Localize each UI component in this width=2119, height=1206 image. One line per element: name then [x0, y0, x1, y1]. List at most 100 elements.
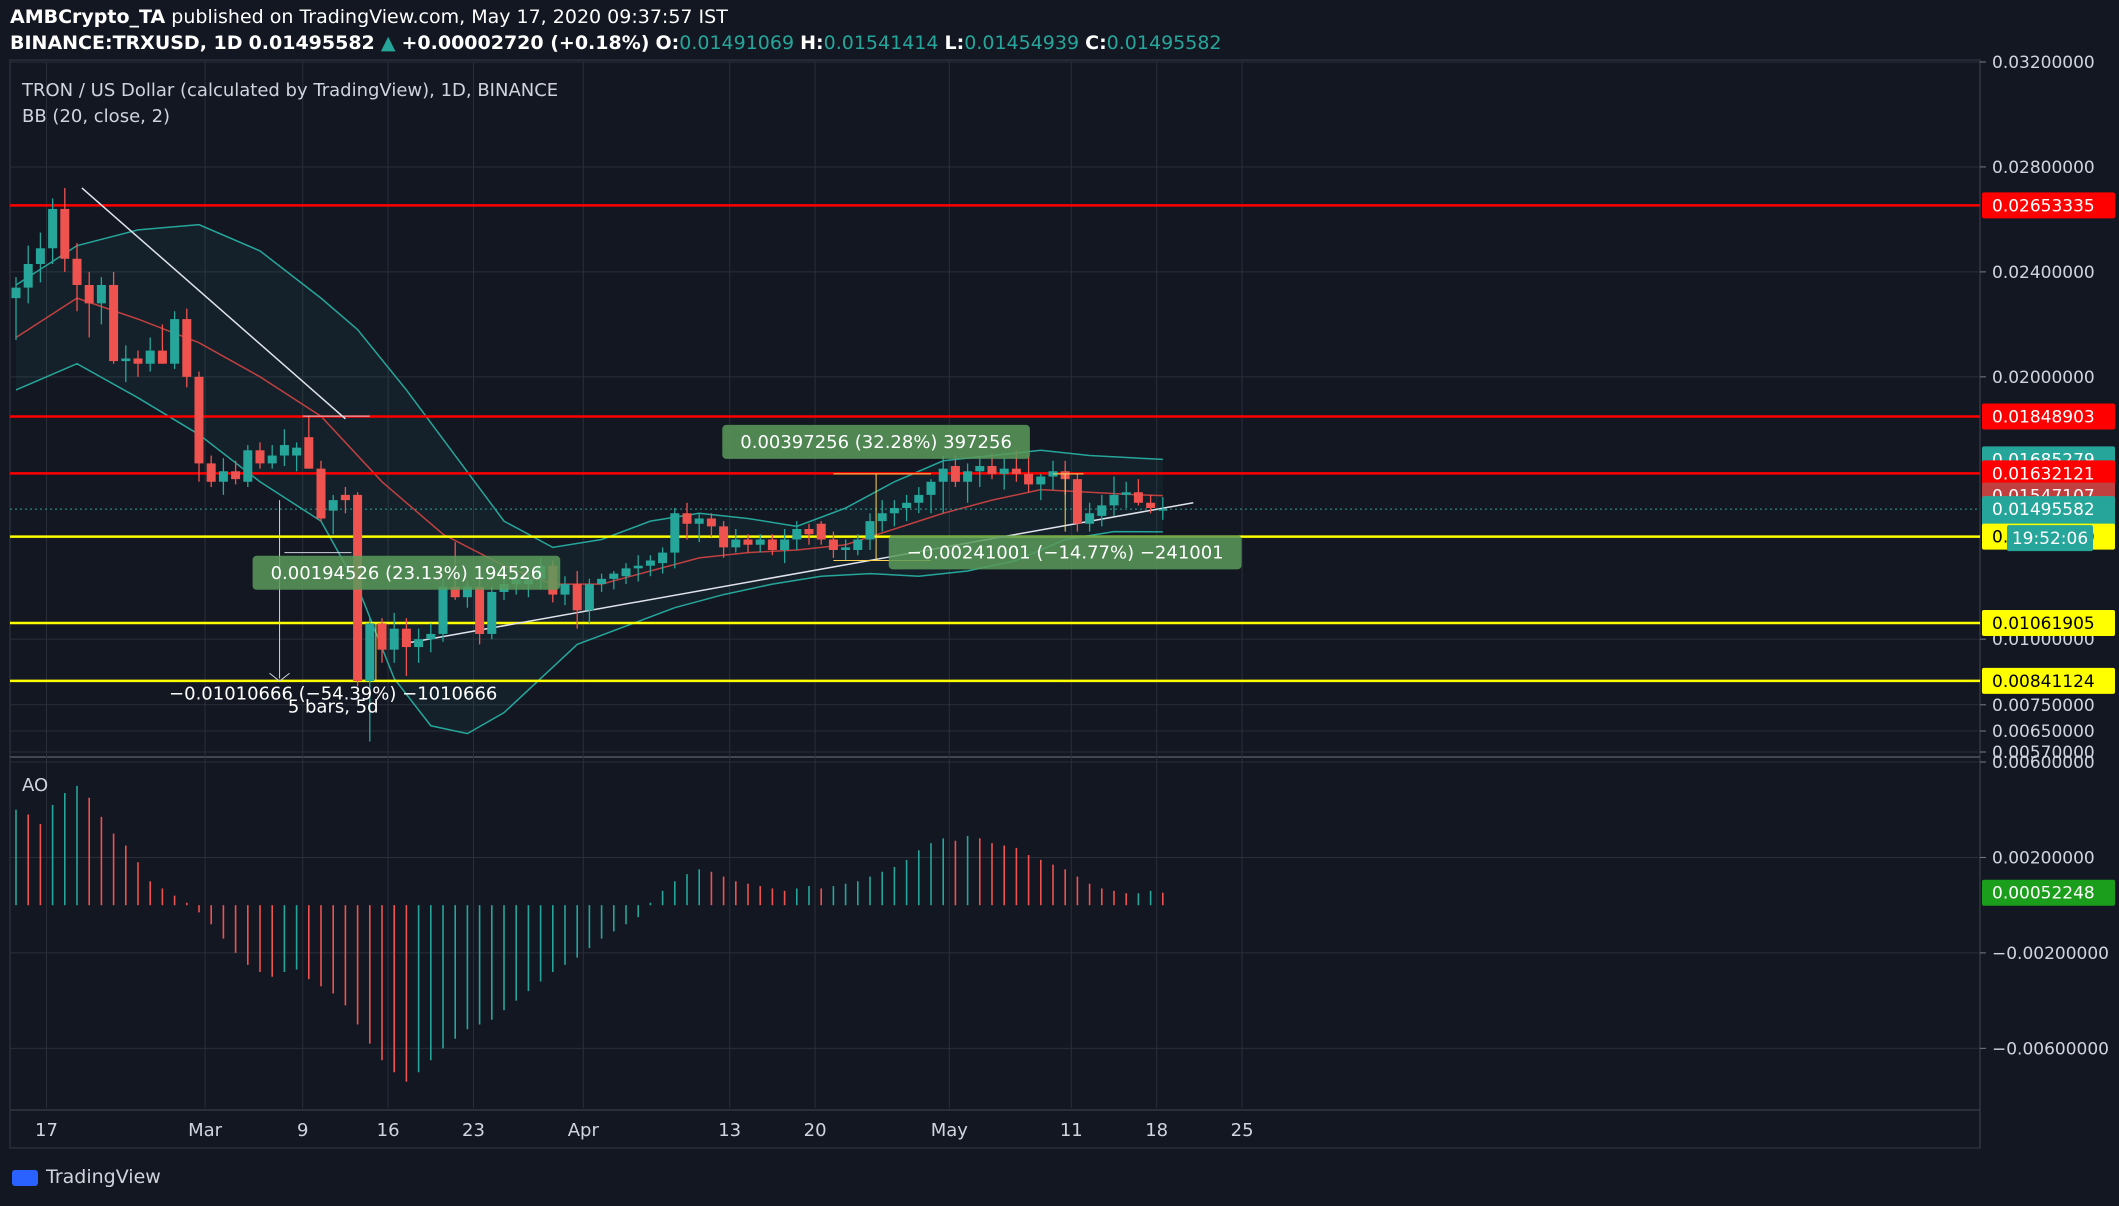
price-tick-label: 0.02000000 [1992, 368, 2095, 388]
price-tick-label: 0.00750000 [1992, 696, 2095, 716]
candle-body [950, 466, 960, 482]
candle-body [377, 623, 387, 650]
symbol-label[interactable]: BINANCE:TRXUSD, 1D [10, 32, 243, 54]
price-label: 0.02653335 [1992, 196, 2095, 216]
candle-body [243, 450, 253, 482]
publish-line: AMBCrypto_TA published on TradingView.co… [10, 6, 728, 28]
candle-body [72, 258, 82, 286]
ao-tick-label: 0.00600000 [1992, 753, 2095, 773]
ao-last-label-bg [1982, 879, 2115, 906]
ao-tick-label: −0.00200000 [1992, 944, 2109, 964]
candle-body [853, 539, 863, 550]
candle-body [694, 518, 704, 524]
candle-body [438, 586, 448, 634]
price-label-bg [1982, 460, 2115, 487]
symbol-ohlc-line: BINANCE:TRXUSD, 1D 0.01495582 ▲ +0.00002… [10, 32, 1222, 54]
measure-label: −0.00241001 (−14.77%) −241001 [907, 542, 1224, 563]
measure-label: 0.00194526 (23.13%) 194526 [271, 563, 543, 584]
candle-body [743, 539, 753, 545]
date-tick-label: Mar [188, 1120, 223, 1141]
price-label: 0.01632121 [1992, 464, 2095, 484]
candle-body [1024, 473, 1034, 485]
candle-body [1097, 505, 1107, 516]
bb-lower-line [15, 362, 1163, 735]
chart-border [9, 59, 1981, 1149]
candle-body [572, 584, 582, 611]
candle-body [328, 500, 338, 511]
candle-body [804, 528, 814, 535]
high-label: H: [800, 32, 824, 54]
date-tick-label: 18 [1145, 1120, 1168, 1141]
axes: 17 Mar 9 16 23 Apr 13 20 May 11 18 25 0.03200000 0.02… [35, 53, 2109, 1141]
candle-body [292, 447, 302, 456]
date-tick-label: May [931, 1120, 969, 1141]
candle-body [121, 358, 131, 362]
candle-body [316, 468, 326, 519]
candle-body [987, 466, 997, 474]
measure-arrow-head [279, 672, 290, 682]
candle-body [1121, 492, 1131, 495]
candle-body [231, 471, 241, 480]
candle-body [255, 450, 265, 464]
trendline [81, 187, 346, 420]
candle-body [584, 584, 594, 611]
candle-body [767, 539, 777, 550]
price-tick-label: 0.03200000 [1992, 53, 2095, 73]
candle-body [60, 208, 70, 259]
tradingview-logo-icon [12, 1169, 38, 1186]
tradingview-logo[interactable]: TradingView [12, 1166, 161, 1188]
candle-body [475, 586, 485, 634]
candle-body [926, 481, 936, 495]
price-tick-label: 0.02800000 [1992, 158, 2095, 178]
publisher-name[interactable]: AMBCrypto_TA [10, 6, 166, 28]
price-label-bg [1982, 667, 2115, 694]
trendline [406, 502, 1194, 644]
measure-arrow-head [269, 672, 280, 682]
price-label: 0.01495582 [1992, 500, 2095, 520]
ao-legend[interactable]: AO [22, 775, 49, 796]
chart-title: TRON / US Dollar (calculated by TradingV… [22, 80, 559, 101]
candle-body [609, 573, 619, 579]
candle-body [621, 568, 631, 577]
candle-body [1146, 502, 1156, 509]
date-tick-label: 23 [462, 1120, 485, 1141]
bb-legend[interactable]: BB (20, close, 2) [22, 106, 171, 127]
candle-body [999, 468, 1009, 474]
candle-body [218, 471, 228, 482]
last-price: 0.01495582 [248, 32, 375, 54]
candle-body [450, 586, 460, 598]
candle-body [975, 466, 985, 472]
candle-body [633, 565, 643, 569]
price-label-bg [1982, 192, 2115, 219]
candle-body [902, 502, 912, 509]
candle-body [658, 552, 668, 564]
candle-body [719, 526, 729, 548]
date-tick-label: 9 [297, 1120, 308, 1141]
date-tick-label: 20 [804, 1120, 827, 1141]
candle-body [365, 623, 375, 682]
candle-body [426, 633, 436, 640]
ao-histogram [15, 785, 1164, 1082]
price-label: 0.01848903 [1992, 407, 2095, 427]
candle-body [487, 591, 497, 634]
candle-body [96, 285, 106, 304]
candle-body [23, 264, 33, 288]
price-tick-label: 0.00570000 [1992, 743, 2095, 763]
measure-label: −0.01010666 (−54.39%) −1010666 [169, 683, 497, 704]
bb-fill [16, 224, 1163, 734]
candle-body [145, 350, 155, 364]
candle-body [841, 547, 851, 550]
candle-body [560, 584, 570, 595]
candle-body [462, 586, 472, 598]
countdown-bg [2007, 525, 2093, 552]
candle-body [11, 287, 21, 299]
grid-lines [9, 59, 1981, 1149]
low-value: 0.01454939 [964, 32, 1080, 54]
open-value: 0.01491069 [679, 32, 795, 54]
candle-body [914, 494, 924, 503]
candle-body [279, 445, 289, 456]
candle-body [48, 208, 58, 249]
candle-body [109, 285, 119, 362]
candle-body [597, 578, 607, 585]
